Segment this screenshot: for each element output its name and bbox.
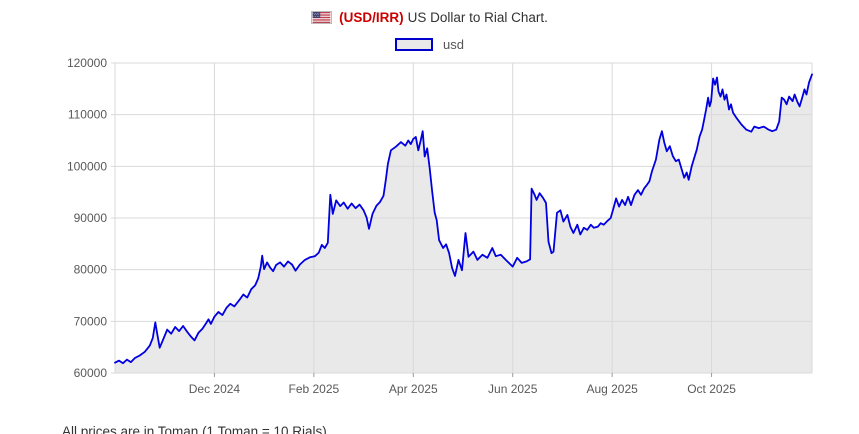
usd-area-fill [115, 74, 812, 374]
y-tick-label: 100000 [67, 159, 107, 173]
x-tick-label: Oct 2025 [687, 382, 736, 396]
x-tick-label: Apr 2025 [389, 382, 438, 396]
legend: usd [0, 37, 859, 52]
y-tick-label: 60000 [74, 366, 108, 380]
title-text: US Dollar to Rial Chart. [407, 10, 548, 25]
y-tick-label: 80000 [74, 263, 108, 277]
footnote-toman-note: All prices are in Toman (1 Toman = 10 Ri… [62, 424, 327, 434]
y-tick-label: 110000 [68, 108, 107, 122]
us-flag-icon [311, 11, 333, 24]
y-tick-label: 70000 [74, 314, 108, 328]
x-tick-label: Dec 2024 [189, 382, 241, 396]
usd-price-line [114, 73, 813, 365]
x-tick-label: Jun 2025 [488, 382, 538, 396]
x-tick-label: Feb 2025 [288, 382, 339, 396]
legend-label-usd: usd [443, 37, 464, 52]
y-tick-label: 120000 [67, 56, 107, 70]
legend-swatch-usd[interactable] [395, 38, 434, 51]
chart-title: (USD/IRR) US Dollar to Rial Chart. [0, 10, 859, 25]
x-tick-label: Aug 2025 [586, 382, 638, 396]
y-tick-label: 90000 [74, 211, 108, 225]
currency-pair-label: (USD/IRR) [339, 10, 404, 25]
